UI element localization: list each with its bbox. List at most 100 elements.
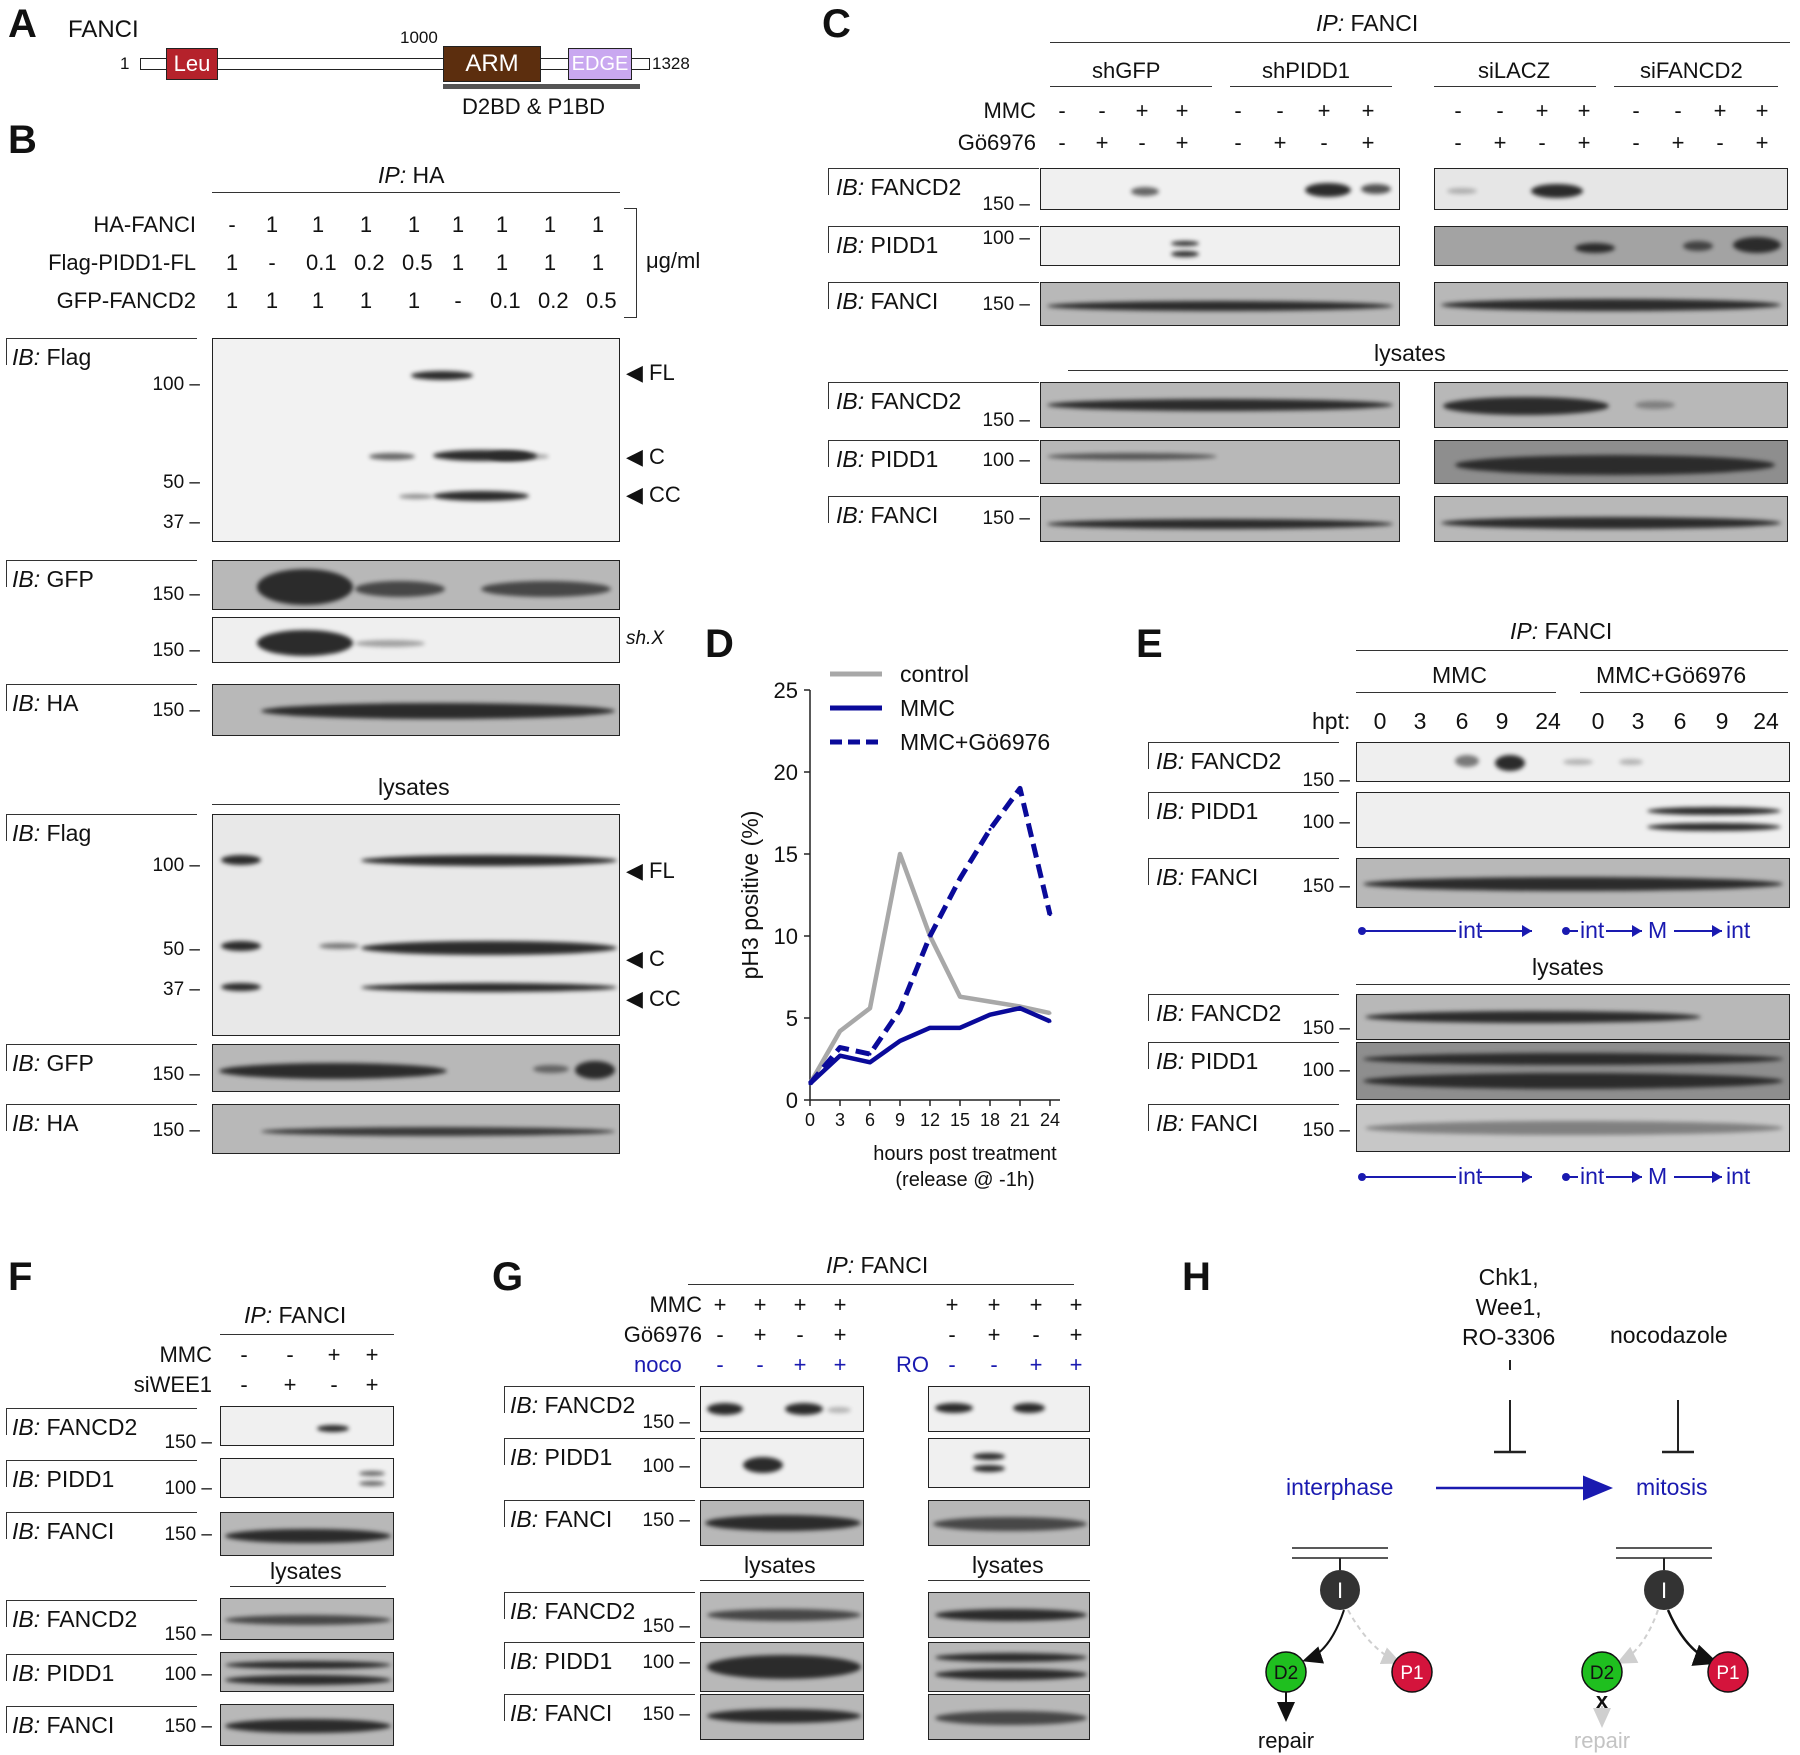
h-diagram: I I D2 P1 D2 P1 x repair repair: [1258, 1360, 1749, 1753]
f-blot-pidd1-lys: [220, 1652, 394, 1692]
c-rows-val-0-8: -: [1454, 98, 1462, 123]
c-ib-fancd2-lys: IB: FANCD2: [836, 388, 962, 414]
e-blot-fancd2: [1356, 742, 1790, 782]
b-mw-50: 50 –: [163, 472, 200, 493]
d-ylabel: pH3 positive (%): [737, 811, 763, 980]
e-hpt-3: 9: [1495, 708, 1509, 734]
b-ib-line-2: [6, 560, 197, 587]
e-lysates: lysates: [1532, 954, 1604, 980]
c-ib-pidd1: IB: PIDD1: [836, 232, 939, 258]
panel-label-f: F: [8, 1255, 33, 1299]
e-blot-fanci: [1356, 858, 1790, 908]
c-group-shpidd1: shPIDD1: [1262, 58, 1351, 83]
phase-line-2-head: [1522, 1171, 1532, 1183]
d-ytick-label-3: 15: [774, 842, 798, 867]
b-blot-gfp-lys: [212, 1044, 620, 1092]
b-ib-line-3: [6, 684, 197, 711]
d-point-0-2: [868, 1006, 872, 1010]
b-mw-37: 37 –: [163, 512, 200, 533]
d-ytick-label-1: 5: [786, 1006, 798, 1031]
d-ytick-label-5: 25: [774, 678, 798, 703]
b-rows-val-1-7: 1: [543, 250, 557, 275]
c-rows-val-1-12: -: [1632, 130, 1640, 155]
panel-label-h: H: [1182, 1255, 1211, 1299]
d-xtick-label-6: 18: [980, 1110, 1000, 1130]
c-rows-val-1-8: -: [1454, 130, 1462, 155]
h-repair-left: repair: [1258, 1728, 1314, 1753]
g-noco-val-3: +: [833, 1352, 847, 1377]
panel-label-a: A: [8, 2, 37, 46]
c-rows-val-0-5: -: [1276, 98, 1284, 123]
c-ib-line-5: [828, 440, 1039, 467]
d-series-1: [808, 1005, 1051, 1086]
panel-label-c: C: [822, 2, 851, 46]
f-mw-150-3: 150 –: [164, 1624, 212, 1645]
region-label: D2BD & P1BD: [462, 94, 606, 119]
b-rows-val-1-1: -: [268, 250, 276, 275]
c-rows-val-1-2: -: [1138, 130, 1146, 155]
panel-label-e: E: [1136, 622, 1163, 666]
d-point-1-6: [988, 1013, 992, 1017]
b-rows-val-1-8: 1: [591, 250, 605, 275]
h-node-p1-left: [1391, 1651, 1433, 1693]
e-ib-fancd2-lys: IB: FANCD2: [1156, 1000, 1282, 1026]
e-phase-2-label-2: M: [1648, 1163, 1668, 1189]
b-rows-val-2-4: 1: [407, 288, 421, 313]
b-rows-val-2-6: 0.1: [490, 288, 521, 313]
g-ro-label: RO: [896, 1352, 929, 1377]
e-mw-150-3: 150 –: [1302, 1018, 1350, 1039]
e-phase-1-label-1: int: [1580, 917, 1605, 943]
g-rows-label-1: Gö6976: [623, 1322, 702, 1347]
g-lys-line-r: [928, 1580, 1090, 1581]
c-ib-fanci: IB: FANCI: [836, 288, 939, 314]
g-blot-pidd1-l: [700, 1438, 864, 1488]
h-repair-right: repair: [1574, 1728, 1630, 1753]
e-hpt-0: 0: [1373, 708, 1387, 734]
e-hpt-8: 9: [1715, 708, 1729, 734]
c-lys-line: [1068, 370, 1788, 371]
g-ip-line: [688, 1284, 1074, 1285]
c-blot-fanci-r: [1434, 282, 1788, 326]
d-point-1-4: [928, 1026, 932, 1030]
c-rows-val-1-5: +: [1273, 130, 1287, 155]
d-point-2-7: [1018, 786, 1022, 790]
g-blot-fancd2-l: [700, 1386, 864, 1432]
c-ib-line-2: [828, 226, 1039, 253]
e-ib-line-5: [1148, 1042, 1339, 1069]
b-rows-label-1: Flag-PIDD1-FL: [48, 250, 196, 275]
e-ib-fanci-lys: IB: FANCI: [1156, 1110, 1259, 1136]
g-lysates-l: lysates: [744, 1552, 816, 1578]
g-blot-fancd2-lys-l: [700, 1592, 864, 1638]
h-label-i-left: I: [1337, 1578, 1343, 1603]
b-unit: μg/ml: [646, 248, 701, 273]
b-ib-line-6: [6, 1104, 197, 1131]
b-rows-val-2-0: 1: [225, 288, 239, 313]
f-lys-line: [230, 1586, 386, 1587]
c-blot-fancd2-r: [1434, 168, 1788, 210]
c-group-sifancd2: siFANCD2: [1640, 58, 1743, 83]
b-arrow-c: ◀ C: [626, 444, 665, 469]
f-mw-150-2: 150 –: [164, 1524, 212, 1545]
e-mw-150-4: 150 –: [1302, 1120, 1350, 1141]
region-bar: [443, 84, 640, 89]
f-rows-val-1-0: -: [240, 1372, 248, 1397]
c-rows-val-0-14: +: [1713, 98, 1727, 123]
b-rows-label-0: HA-FANCI: [93, 212, 196, 237]
e-grp-line-1: [1356, 692, 1556, 693]
h-phase-interphase: interphase: [1286, 1474, 1394, 1500]
c-blot-pidd1-r: [1434, 226, 1788, 266]
h-node-i-right: [1644, 1570, 1684, 1610]
d-point-1-3: [898, 1039, 902, 1043]
c-rows-val-0-9: -: [1496, 98, 1504, 123]
d-point-0-8: [1048, 1011, 1052, 1015]
d-point-2-1: [838, 1046, 842, 1050]
h-label-d2-right: D2: [1590, 1663, 1614, 1684]
d-xtick-label-0: 0: [805, 1110, 815, 1130]
domain-leu: Leu: [166, 48, 218, 80]
f-mw-150-1: 150 –: [164, 1432, 212, 1453]
f-ib-line-3: [6, 1512, 197, 1539]
d-legend-label-0: control: [900, 661, 969, 687]
b-arrow-c-l: ◀ C: [626, 946, 665, 971]
c-rows-val-0-15: +: [1755, 98, 1769, 123]
